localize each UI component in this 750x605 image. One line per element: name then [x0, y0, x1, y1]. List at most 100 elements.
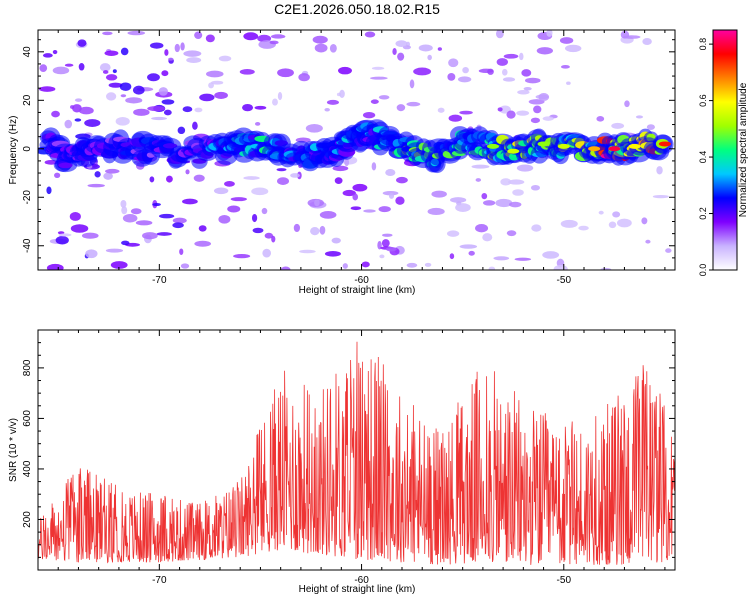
heatmap-cell [488, 266, 496, 270]
heatmap-cell [147, 105, 166, 112]
heatmap-cell [487, 68, 494, 75]
heatmap-cell [277, 177, 290, 185]
heatmap-cell [127, 30, 146, 36]
heatmap-cell [542, 251, 560, 259]
y-tick-label: 400 [22, 460, 33, 477]
heatmap-cell [39, 64, 48, 72]
heatmap-cell [218, 214, 231, 224]
heatmap-cell [94, 171, 101, 178]
heatmap-cell [331, 237, 341, 244]
heatmap-cell [290, 173, 300, 178]
heatmap-cell [233, 254, 251, 259]
heatmap-cell [457, 76, 472, 83]
y-tick-label: 200 [22, 511, 33, 528]
heatmap-cell [58, 233, 72, 237]
heatmap-hotspot [557, 143, 570, 149]
heatmap-cell [180, 263, 190, 269]
heatmap-cell [397, 52, 405, 61]
heatmap-cell [385, 169, 396, 176]
heatmap-cell [342, 263, 348, 269]
snr-x-ticks: -70 -60 -50 [37, 330, 666, 586]
heatmap-cell [396, 176, 408, 184]
heatmap-cell [427, 207, 445, 216]
heatmap-cell [642, 38, 652, 46]
heatmap-cell [159, 213, 175, 219]
heatmap-cell [612, 211, 621, 218]
heatmap-cell [104, 50, 119, 56]
heatmap-cell [194, 107, 203, 113]
heatmap-cell [205, 70, 224, 78]
heatmap-cell [74, 118, 82, 122]
heatmap-cell [121, 206, 128, 215]
heatmap-cell [352, 193, 359, 201]
heatmap-cell [482, 200, 496, 206]
colorbar-tick-label: 0.0 [698, 264, 708, 277]
heatmap-cell [519, 52, 524, 61]
heatmap-y-ticks: -40 -20 0 20 40 [22, 39, 675, 271]
heatmap-cell [133, 108, 150, 116]
heatmap-cell [194, 31, 203, 40]
heatmap-cell [38, 86, 56, 92]
heatmap-cell [542, 116, 554, 121]
heatmap-cell [524, 77, 541, 84]
heatmap-cell [530, 184, 540, 191]
heatmap-cell [87, 183, 105, 188]
heatmap-cell [186, 57, 202, 63]
heatmap-cell [388, 192, 395, 199]
heatmap-cell [409, 79, 415, 89]
heatmap-cell [276, 168, 287, 172]
heatmap-cell [546, 30, 553, 37]
heatmap-cell [598, 210, 604, 215]
heatmap-cell [324, 107, 330, 112]
heatmap-cell [352, 183, 368, 192]
heatmap-cell [493, 256, 510, 261]
heatmap-cell [564, 44, 582, 53]
heatmap-cell [74, 98, 83, 102]
heatmap-cell [475, 224, 489, 233]
heatmap-cell [314, 199, 320, 207]
heatmap-cell [58, 162, 73, 169]
heatmap-cell [528, 99, 545, 105]
heatmap-cell [378, 95, 390, 100]
x-tick-label: -70 [152, 575, 167, 586]
heatmap-cell [468, 250, 475, 256]
heatmap-cell [448, 114, 463, 122]
heatmap-cell [449, 253, 455, 260]
heatmap-cell [496, 58, 508, 66]
heatmap-cell [103, 172, 113, 180]
heatmap-hotspot [608, 146, 621, 152]
heatmap-cell [158, 87, 168, 96]
heatmap-cell [70, 224, 89, 233]
heatmap-cell [616, 218, 632, 228]
y-tick-label: 40 [22, 46, 33, 58]
heatmap-cell [482, 233, 493, 242]
heatmap-cell [362, 111, 376, 119]
heatmap-cell [210, 80, 224, 85]
heatmap-cell [112, 69, 117, 74]
heatmap-cell [450, 197, 467, 203]
heatmap-cell [77, 39, 87, 47]
heatmap-cell [269, 40, 279, 45]
heatmap-cell [46, 186, 52, 195]
heatmap-cell [459, 244, 478, 249]
heatmap-cell [396, 104, 406, 112]
heatmap-cell [324, 251, 342, 257]
heatmap-cell [305, 123, 323, 133]
heatmap-x-axis-label: Height of straight line (km) [299, 285, 416, 296]
heatmap-cell [239, 69, 255, 75]
heatmap-cell [560, 64, 570, 69]
heatmap-cell [371, 162, 377, 171]
heatmap-cell [105, 92, 117, 101]
heatmap-cell [508, 201, 522, 208]
heatmap-cell [132, 85, 145, 95]
heatmap-cell [182, 198, 198, 205]
heatmap-hotspot [507, 148, 520, 154]
heatmap-cell [152, 202, 161, 207]
heatmap-cells [38, 30, 674, 270]
heatmap-cell [395, 196, 405, 205]
heatmap-cell [271, 235, 276, 243]
heatmap-cell [377, 240, 382, 250]
heatmap-cell [523, 87, 532, 91]
heatmap-cell [102, 70, 109, 74]
